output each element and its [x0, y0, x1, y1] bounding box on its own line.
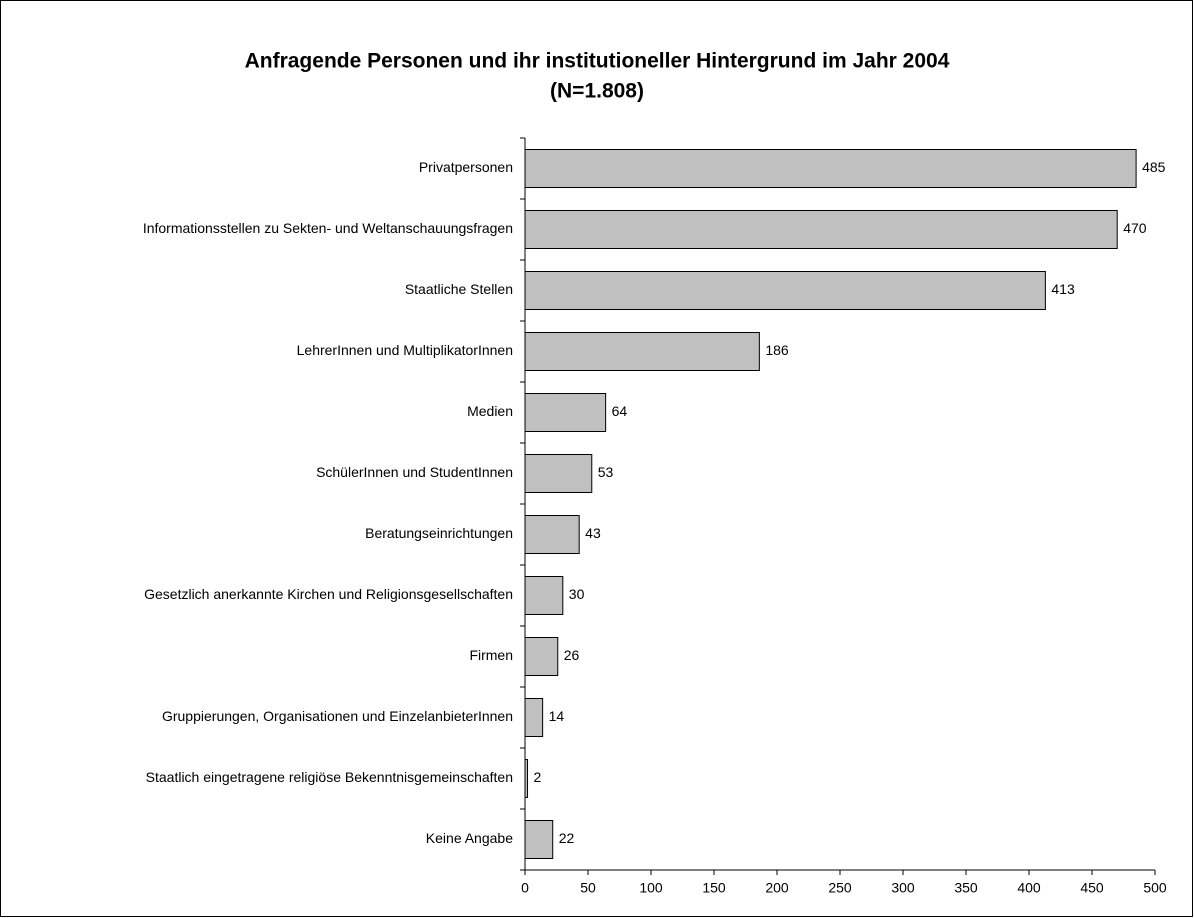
value-label: 186	[765, 342, 789, 358]
value-label: 22	[559, 830, 575, 846]
y-tick-label: Privatpersonen	[419, 159, 513, 175]
x-tick-label: 250	[828, 880, 852, 896]
bar	[524, 698, 544, 737]
bar	[524, 454, 593, 493]
y-tick-label: LehrerInnen und MultiplikatorInnen	[297, 342, 513, 358]
y-tick-label: Gesetzlich anerkannte Kirchen und Religi…	[144, 586, 513, 602]
value-label: 64	[612, 403, 628, 419]
value-label: 14	[549, 708, 565, 724]
y-tick-label: Staatlich eingetragene religiöse Bekennt…	[146, 769, 513, 785]
bar	[524, 637, 559, 676]
bar	[524, 820, 554, 859]
bar	[524, 393, 607, 432]
y-tick-label: Informationsstellen zu Sekten- und Welta…	[143, 220, 513, 236]
value-label: 470	[1123, 220, 1147, 236]
x-tick-label: 50	[580, 880, 596, 896]
y-tick-label: Keine Angabe	[426, 830, 513, 846]
value-label: 485	[1142, 159, 1166, 175]
bar	[524, 271, 1046, 310]
y-tick-label: Medien	[467, 403, 513, 419]
y-tick-label: Gruppierungen, Organisationen und Einzel…	[162, 708, 513, 724]
chart-subtitle: (N=1.808)	[550, 80, 644, 103]
bar	[524, 210, 1118, 249]
x-tick-label: 150	[702, 880, 726, 896]
value-label: 26	[564, 647, 580, 663]
y-tick-label: SchülerInnen und StudentInnen	[316, 464, 513, 480]
x-tick-label: 500	[1143, 880, 1167, 896]
x-tick-label: 450	[1080, 880, 1104, 896]
x-tick-label: 300	[891, 880, 915, 896]
x-tick-label: 350	[954, 880, 978, 896]
x-tick-label: 0	[521, 880, 529, 896]
value-label: 30	[569, 586, 585, 602]
x-tick-label: 100	[639, 880, 663, 896]
value-label: 43	[585, 525, 601, 541]
y-tick-label: Beratungseinrichtungen	[365, 525, 513, 541]
value-label: 53	[598, 464, 614, 480]
chart-title: Anfragende Personen und ihr institutione…	[245, 50, 950, 73]
bar	[524, 759, 529, 798]
x-tick-label: 200	[765, 880, 789, 896]
bar	[524, 332, 760, 371]
value-label: 2	[534, 769, 542, 785]
bar	[524, 515, 580, 554]
x-tick-label: 400	[1017, 880, 1041, 896]
bar	[524, 149, 1137, 188]
bar	[524, 576, 564, 615]
y-tick-label: Firmen	[469, 647, 513, 663]
y-tick-label: Staatliche Stellen	[405, 281, 513, 297]
value-label: 413	[1051, 281, 1075, 297]
